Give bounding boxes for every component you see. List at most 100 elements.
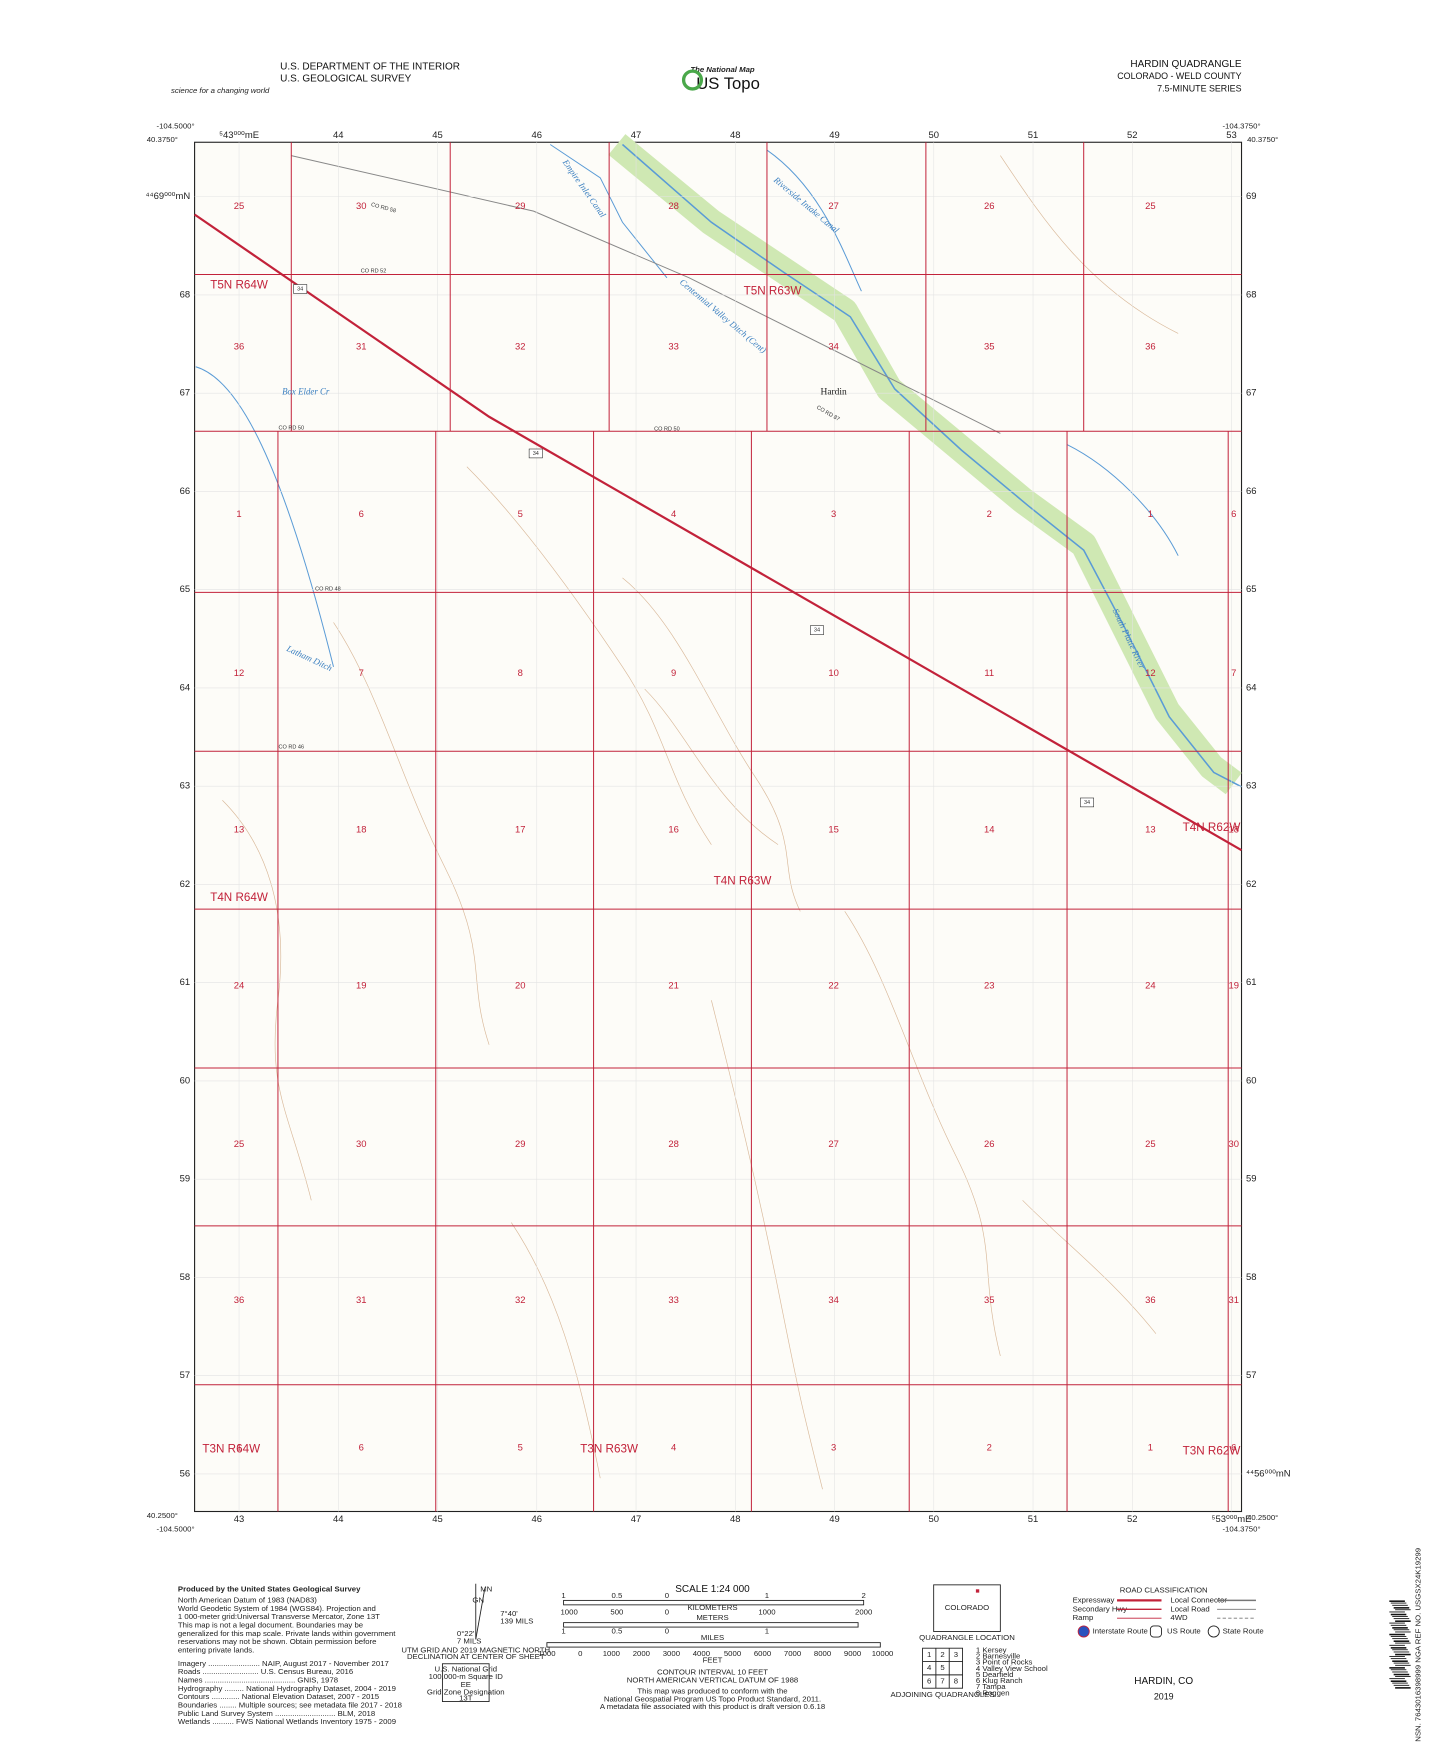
scale-tick-label: 0 xyxy=(665,1627,670,1636)
section-number: 24 xyxy=(1145,980,1156,991)
road-class-title: ROAD CLASSIFICATION xyxy=(1120,1585,1208,1594)
section-number: 10 xyxy=(828,668,838,679)
adjoining-quad: 1 Kersey xyxy=(976,1645,1007,1654)
credit-line: reservations may not be shown. Obtain pe… xyxy=(178,1637,377,1646)
scale-unit: KILOMETERS xyxy=(687,1603,737,1612)
section-number: 28 xyxy=(668,201,679,212)
national-map: The National Map xyxy=(690,65,755,74)
barcode-bar xyxy=(1393,1607,1410,1609)
northing-label: 57 xyxy=(1246,1370,1257,1381)
credit-line: entering private lands. xyxy=(178,1645,254,1654)
barcode-bar xyxy=(1395,1687,1411,1689)
easting-label: 47 xyxy=(631,130,642,141)
scale-tick-label: 1000 xyxy=(603,1649,621,1658)
barcode-bar xyxy=(1393,1684,1410,1686)
section-number: 36 xyxy=(1145,341,1156,352)
section-number: 12 xyxy=(1145,668,1156,679)
barcode-bar xyxy=(1395,1653,1411,1656)
easting-label: 46 xyxy=(532,1514,543,1525)
barcode-bar xyxy=(1390,1613,1407,1616)
state-shield xyxy=(1207,1625,1220,1638)
adjoining-quad: 7 Tampa xyxy=(976,1682,1006,1691)
northing-label: 58 xyxy=(1246,1272,1257,1283)
barcode-bar xyxy=(1389,1611,1405,1613)
route-number: 34 xyxy=(1084,800,1090,806)
section-number: 25 xyxy=(1145,201,1156,212)
section-number: 32 xyxy=(515,1295,526,1306)
section-number: 7 xyxy=(359,668,364,679)
state-outline xyxy=(933,1584,1001,1632)
northing-label: 62 xyxy=(180,879,191,890)
easting-label: 45 xyxy=(432,130,443,141)
barcode-bar xyxy=(1389,1633,1405,1636)
barcode-bar xyxy=(1392,1660,1408,1662)
section-number: 6 xyxy=(1231,1443,1236,1454)
declination-text: MN xyxy=(480,1584,492,1593)
easting-label: 49 xyxy=(829,130,839,141)
quad-name: HARDIN, CO xyxy=(1134,1676,1193,1687)
adjoining-title: ADJOINING QUADRANGLES xyxy=(891,1690,995,1699)
section-number: 34 xyxy=(828,1295,838,1306)
northing-label: 69 xyxy=(1246,191,1257,202)
declination-text: UTM GRID AND 2019 MAGNETIC NORTH xyxy=(401,1645,550,1654)
barcode-bar xyxy=(1390,1658,1407,1660)
ft-bar xyxy=(546,1642,881,1648)
section-number: 19 xyxy=(1228,980,1239,991)
easting-label: 52 xyxy=(1127,130,1138,141)
northing-label: 59 xyxy=(180,1174,191,1185)
scale-tick-label: 4000 xyxy=(693,1649,711,1658)
northing-label: 56 xyxy=(180,1468,191,1479)
canal xyxy=(766,149,862,292)
scale-tick-label: 0.5 xyxy=(612,1591,623,1600)
easting-label: 46 xyxy=(532,130,543,141)
township-label: T5N R64W xyxy=(210,279,268,292)
northing-label: 68 xyxy=(180,289,191,300)
section-number: 6 xyxy=(1231,509,1236,520)
corner-coordinate: -104.3750° xyxy=(1222,1524,1260,1533)
agency: U.S. GEOLOGICAL SURVEY xyxy=(280,74,411,85)
easting-label: 52 xyxy=(1127,1514,1138,1525)
declination-text: GN xyxy=(472,1595,484,1604)
scale-tick-label: 7000 xyxy=(784,1649,802,1658)
section-number: 29 xyxy=(515,201,526,212)
barcode-bar xyxy=(1389,1678,1405,1680)
northing-label: 60 xyxy=(180,1075,191,1086)
footer-graphics xyxy=(441,1583,1256,1702)
section-number: 25 xyxy=(234,1139,245,1150)
section-number: 13 xyxy=(1145,825,1156,836)
section-number: 1 xyxy=(236,509,241,520)
scale-tick-label: 6000 xyxy=(754,1649,772,1658)
credit-line: North American Datum of 1983 (NAD83) xyxy=(178,1595,317,1604)
northing-label: 67 xyxy=(1246,388,1257,399)
contour xyxy=(1022,1200,1157,1334)
scale-unit: FEET xyxy=(703,1655,723,1664)
source-line: Names ..................................… xyxy=(178,1675,338,1684)
section-number: 36 xyxy=(1145,1295,1156,1306)
series: 7.5-MINUTE SERIES xyxy=(1157,83,1241,93)
contour xyxy=(711,1000,823,1490)
barcode-bar xyxy=(1395,1620,1411,1622)
section-number: 25 xyxy=(1145,1139,1156,1150)
section-number: 4 xyxy=(671,1443,676,1454)
adjoining-cell: 1 xyxy=(927,1650,931,1659)
barcode-bar xyxy=(1390,1669,1407,1671)
scale-tick-label: 2000 xyxy=(633,1649,651,1658)
adjoining-quad: 2 Barnesville xyxy=(976,1652,1020,1661)
road-name: CO RD 52 xyxy=(361,269,387,275)
northing-label: 64 xyxy=(180,682,191,693)
scale-tick-label: 2000 xyxy=(855,1608,873,1617)
route-number: 34 xyxy=(533,451,539,457)
corner-coordinate: -104.5000° xyxy=(156,122,194,131)
section-number: 16 xyxy=(668,825,679,836)
barcode-bar xyxy=(1392,1615,1408,1617)
section-number: 3 xyxy=(831,1443,836,1454)
canal xyxy=(549,144,668,279)
credit-line: 1 000-meter grid:Universal Transverse Me… xyxy=(178,1612,380,1621)
adjoining-cell: 3 xyxy=(954,1650,958,1659)
source-line: Boundaries ........ Multiple sources; se… xyxy=(178,1700,402,1709)
northing-label: ⁴⁴56⁰⁰⁰mN xyxy=(1246,1468,1291,1479)
scale-tick-label: 5000 xyxy=(724,1649,742,1658)
section-number: 36 xyxy=(234,341,245,352)
route-type: State Route xyxy=(1223,1627,1264,1636)
grid-zone-text: EE xyxy=(461,1680,471,1689)
